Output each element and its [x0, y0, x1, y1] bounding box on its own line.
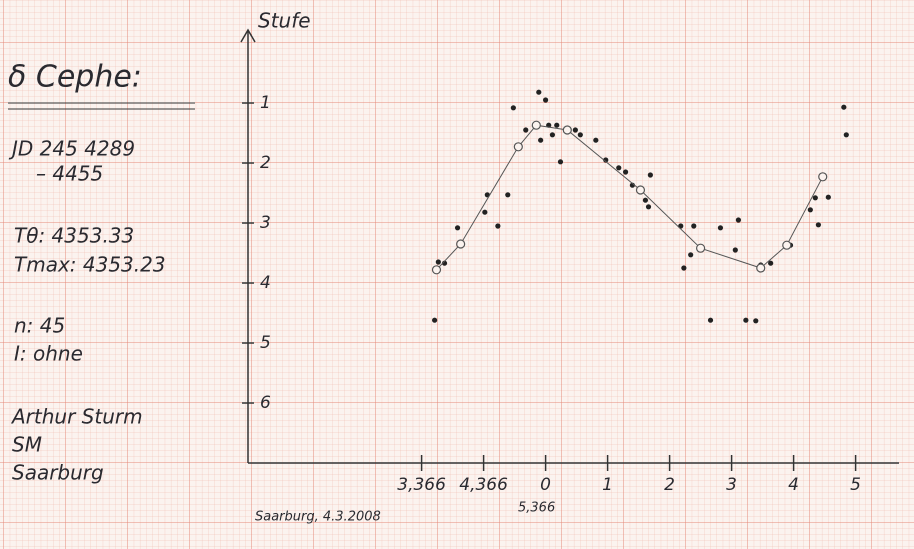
- point: [815, 222, 822, 228]
- point: [435, 259, 441, 265]
- point: [691, 223, 697, 229]
- y-axis-label: Stufe: [258, 9, 311, 33]
- point: [717, 225, 724, 231]
- point: [510, 105, 516, 111]
- point: [536, 89, 542, 95]
- annotation: I: ohne: [14, 342, 83, 366]
- annotation: Saarburg, 4.3.2008: [255, 510, 381, 525]
- curve: [436, 124, 824, 271]
- point: [642, 197, 649, 203]
- y-tick-label: 5: [260, 333, 271, 353]
- point: [603, 157, 609, 163]
- star-name: δ Cephe:: [8, 60, 142, 95]
- point: [843, 132, 849, 138]
- point: [572, 127, 578, 133]
- point: [454, 225, 461, 231]
- y-tick-label: 2: [260, 153, 271, 173]
- point: [753, 318, 759, 324]
- point: [695, 243, 706, 253]
- point: [431, 265, 442, 275]
- axis-arrow: [240, 28, 256, 43]
- point: [645, 204, 652, 210]
- x-tick-label: 3,366: [397, 475, 446, 495]
- point: [456, 239, 466, 249]
- annotation: Tmax: 4353.23: [14, 253, 166, 277]
- point: [825, 194, 831, 200]
- point: [554, 122, 560, 128]
- x-tick-label: 1: [602, 475, 613, 495]
- y-tick-label: 6: [260, 393, 271, 413]
- point: [688, 252, 694, 258]
- point: [593, 137, 599, 143]
- point: [635, 185, 646, 195]
- point: [647, 172, 653, 178]
- point: [681, 265, 687, 271]
- point: [812, 195, 818, 201]
- x-tick-label: 4,366: [459, 475, 508, 495]
- annotation: SM: [12, 433, 42, 457]
- point: [562, 125, 572, 135]
- point: [577, 132, 583, 138]
- x-tick-label: 5: [850, 475, 861, 495]
- point: [841, 104, 847, 110]
- point: [707, 317, 714, 323]
- annotation: 5,366: [518, 501, 555, 516]
- annotation: n: 45: [14, 314, 65, 338]
- point: [549, 132, 556, 138]
- point: [513, 142, 523, 152]
- annotation: JD 245 4289: [8, 137, 135, 161]
- point: [482, 209, 488, 215]
- point: [768, 260, 774, 266]
- point: [616, 165, 622, 171]
- x-tick-label: 0: [540, 475, 551, 495]
- y-tick-label: 3: [260, 213, 271, 233]
- point: [531, 120, 541, 130]
- point: [523, 127, 529, 133]
- point: [818, 172, 828, 182]
- x-tick-label: 4: [788, 475, 799, 495]
- point: [538, 137, 544, 143]
- point: [732, 247, 738, 253]
- y-tick-label: 1: [260, 93, 271, 113]
- annotation: Saarburg: [12, 461, 104, 485]
- point: [432, 317, 438, 323]
- point: [743, 317, 749, 323]
- point: [756, 263, 766, 273]
- point: [505, 192, 511, 198]
- x-tick-label: 2: [664, 475, 675, 495]
- point: [495, 223, 501, 229]
- annotation: Arthur Sturm: [10, 405, 143, 429]
- point: [735, 217, 742, 223]
- x-tick-label: 3: [726, 475, 737, 495]
- y-tick-label: 4: [260, 273, 271, 293]
- point: [807, 207, 813, 213]
- annotation: Tθ: 4353.33: [14, 224, 134, 248]
- point: [557, 159, 564, 165]
- point: [622, 169, 629, 175]
- point: [782, 240, 792, 250]
- point: [543, 97, 549, 103]
- annotation: – 4455: [36, 162, 103, 186]
